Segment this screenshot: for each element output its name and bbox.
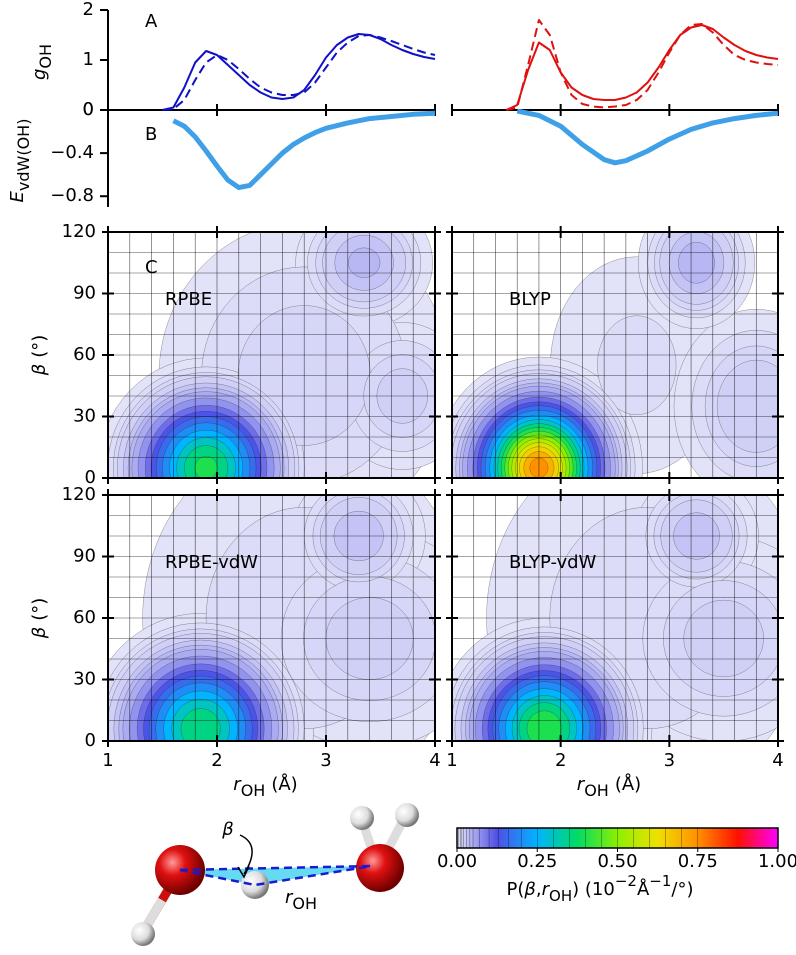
colorbar-tick-label: 0.50 (597, 851, 637, 872)
method-label: BLYP (509, 289, 551, 310)
molecule-diagram: β rOH (131, 803, 419, 946)
colorbar-label-part: −2 (615, 872, 637, 890)
colorbar-label-part: , (536, 879, 542, 900)
series-line (506, 19, 779, 111)
y-axis-symbol: β (29, 364, 50, 377)
y-tick-label: 90 (73, 283, 96, 304)
y-axis-subscript: OH (36, 44, 55, 69)
y-axis-label: EvdW(OH) (7, 119, 33, 203)
colorbar-label-part: P( (507, 879, 525, 900)
series-line (505, 24, 779, 111)
series-line (172, 110, 436, 191)
y-tick-label: −0.8 (50, 185, 94, 206)
distance-line (179, 864, 373, 887)
y-tick-label: 2 (83, 0, 94, 20)
colorbar-tick-label: 1.00 (758, 851, 796, 872)
colorbar-label-part: r (542, 879, 551, 900)
y-tick-label: −0.4 (50, 142, 94, 163)
panel-label: B (145, 124, 157, 145)
angle-arrowhead (237, 865, 250, 879)
oxygen (356, 844, 404, 892)
series-line (162, 34, 436, 111)
panel-label: A (145, 11, 158, 32)
x-tick-label: 1 (102, 750, 113, 771)
x-axis-symbol: r (233, 774, 242, 795)
contour-level (348, 247, 381, 278)
x-axis-label: rOH (Å) (233, 773, 297, 800)
x-tick-label: 4 (772, 750, 783, 771)
colorbar-label-part: β (523, 879, 536, 900)
hydrogen (131, 922, 155, 946)
x-axis-subscript: OH (584, 781, 609, 800)
colorbar-tick-label: 0.25 (517, 851, 557, 872)
y-axis-symbol: β (29, 627, 50, 640)
y-tick-label: 90 (73, 546, 96, 567)
x-tick-label: 1 (446, 750, 457, 771)
y-axis-subscript: vdW(OH) (14, 119, 33, 192)
x-axis-label: rOH (Å) (577, 773, 641, 800)
series-line (162, 33, 436, 111)
y-axis-symbol: g (29, 69, 50, 80)
angle-label: β (221, 819, 234, 840)
colorbar-label-part: /°) (671, 879, 693, 900)
y-axis-symbol: E (7, 190, 28, 202)
y-tick-label: 60 (73, 607, 96, 628)
x-axis-unit: (Å) (271, 773, 297, 795)
x-tick-label: 3 (664, 750, 675, 771)
method-label: BLYP-vdW (509, 552, 597, 573)
colorbar-label: P(β,rOH) (10−2Å−1/°) (507, 872, 694, 905)
method-label: RPBE (165, 289, 212, 310)
colorbar-tick-label: 0.00 (437, 851, 477, 872)
series-line (516, 108, 779, 166)
y-tick-label: 120 (62, 221, 96, 242)
x-axis-unit: (Å) (615, 773, 641, 795)
hydrogen (350, 806, 374, 830)
panel-label: C (145, 257, 158, 278)
colorbar-label-part: OH (549, 887, 572, 905)
distance-label: rOH (285, 887, 317, 913)
y-tick-label: 30 (73, 406, 96, 427)
contour-level (597, 315, 677, 415)
contour-level (526, 710, 562, 741)
x-tick-label: 4 (429, 750, 440, 771)
y-tick-label: 0 (85, 730, 96, 751)
colorbar-label-part: −1 (649, 872, 671, 890)
colorbar-label-part: ) (10 (572, 879, 615, 900)
distance-symbol: r (285, 887, 294, 908)
y-axis-label: β (°) (29, 598, 50, 640)
y-tick-label: 0 (83, 99, 94, 120)
y-tick-label: 0 (85, 467, 96, 488)
y-tick-label: 1 (83, 49, 94, 70)
angle-arrow (239, 834, 253, 875)
x-tick-label: 2 (211, 750, 222, 771)
contour-level (180, 708, 221, 741)
hydrogen (395, 803, 419, 827)
distance-subscript: OH (292, 894, 317, 913)
y-axis-label: β (°) (29, 335, 50, 377)
y-tick-label: 120 (62, 484, 96, 505)
y-tick-label: 0 (83, 99, 94, 120)
x-tick-label: 2 (555, 750, 566, 771)
y-axis-unit: (°) (29, 598, 50, 621)
x-axis-subscript: OH (241, 781, 266, 800)
y-tick-label: 60 (73, 344, 96, 365)
y-axis-label: gOH (29, 44, 55, 80)
angle-wedge (180, 866, 372, 885)
hydrogen (241, 871, 269, 899)
colorbar-label-part: Å (637, 878, 650, 900)
x-tick-label: 3 (320, 750, 331, 771)
contour-level (194, 456, 218, 478)
y-axis-unit: (°) (29, 335, 50, 358)
colorbar-tick-label: 0.75 (678, 851, 718, 872)
contour-level (678, 242, 715, 284)
y-tick-label: 30 (73, 669, 96, 690)
method-label: RPBE-vdW (165, 552, 258, 573)
x-axis-symbol: r (577, 774, 586, 795)
